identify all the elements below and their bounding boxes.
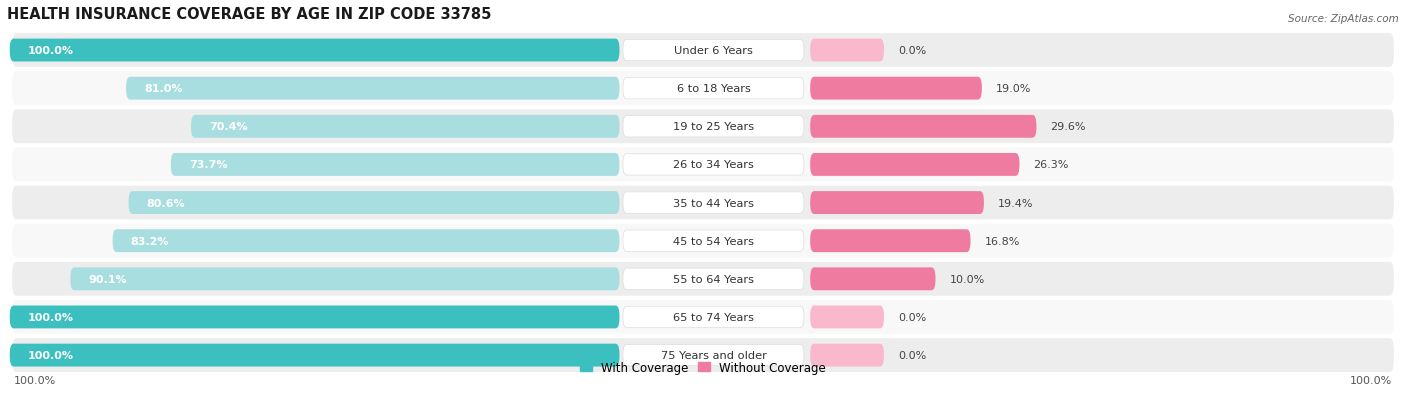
FancyBboxPatch shape [11, 71, 1395, 107]
FancyBboxPatch shape [810, 344, 884, 367]
Text: HEALTH INSURANCE COVERAGE BY AGE IN ZIP CODE 33785: HEALTH INSURANCE COVERAGE BY AGE IN ZIP … [7, 7, 491, 22]
FancyBboxPatch shape [810, 192, 984, 214]
FancyBboxPatch shape [11, 299, 1395, 335]
Text: 75 Years and older: 75 Years and older [661, 350, 766, 360]
Text: 35 to 44 Years: 35 to 44 Years [673, 198, 754, 208]
FancyBboxPatch shape [11, 33, 1395, 69]
Text: 19 to 25 Years: 19 to 25 Years [673, 122, 754, 132]
Text: 100.0%: 100.0% [1350, 375, 1392, 385]
FancyBboxPatch shape [11, 147, 1395, 183]
FancyBboxPatch shape [623, 306, 804, 328]
Text: 65 to 74 Years: 65 to 74 Years [673, 312, 754, 322]
FancyBboxPatch shape [810, 78, 981, 100]
FancyBboxPatch shape [11, 261, 1395, 297]
FancyBboxPatch shape [623, 40, 804, 62]
FancyBboxPatch shape [112, 230, 620, 252]
Text: 100.0%: 100.0% [28, 350, 75, 360]
Text: 26.3%: 26.3% [1033, 160, 1069, 170]
Text: 0.0%: 0.0% [898, 46, 927, 56]
Text: 45 to 54 Years: 45 to 54 Years [673, 236, 754, 246]
Text: 55 to 64 Years: 55 to 64 Years [673, 274, 754, 284]
FancyBboxPatch shape [623, 268, 804, 290]
FancyBboxPatch shape [70, 268, 620, 291]
FancyBboxPatch shape [11, 109, 1395, 145]
FancyBboxPatch shape [623, 344, 804, 366]
Text: 73.7%: 73.7% [188, 160, 228, 170]
Text: Source: ZipAtlas.com: Source: ZipAtlas.com [1288, 14, 1399, 24]
Text: 0.0%: 0.0% [898, 312, 927, 322]
FancyBboxPatch shape [810, 116, 1036, 138]
Text: 29.6%: 29.6% [1050, 122, 1085, 132]
FancyBboxPatch shape [11, 223, 1395, 259]
Legend: With Coverage, Without Coverage: With Coverage, Without Coverage [579, 361, 827, 374]
FancyBboxPatch shape [11, 185, 1395, 221]
FancyBboxPatch shape [810, 306, 884, 329]
FancyBboxPatch shape [623, 192, 804, 214]
Text: 80.6%: 80.6% [146, 198, 186, 208]
FancyBboxPatch shape [623, 78, 804, 100]
FancyBboxPatch shape [623, 154, 804, 176]
Text: 26 to 34 Years: 26 to 34 Years [673, 160, 754, 170]
FancyBboxPatch shape [10, 344, 620, 367]
FancyBboxPatch shape [623, 230, 804, 252]
Text: 6 to 18 Years: 6 to 18 Years [676, 84, 751, 94]
FancyBboxPatch shape [810, 40, 884, 62]
Text: 100.0%: 100.0% [28, 312, 75, 322]
FancyBboxPatch shape [810, 154, 1019, 176]
Text: 83.2%: 83.2% [131, 236, 169, 246]
Text: 100.0%: 100.0% [14, 375, 56, 385]
FancyBboxPatch shape [170, 154, 620, 176]
FancyBboxPatch shape [128, 192, 620, 214]
FancyBboxPatch shape [191, 116, 620, 138]
FancyBboxPatch shape [623, 116, 804, 138]
Text: 19.0%: 19.0% [995, 84, 1031, 94]
FancyBboxPatch shape [810, 230, 970, 252]
Text: 19.4%: 19.4% [998, 198, 1033, 208]
FancyBboxPatch shape [11, 337, 1395, 373]
Text: 70.4%: 70.4% [209, 122, 247, 132]
Text: 16.8%: 16.8% [984, 236, 1019, 246]
FancyBboxPatch shape [10, 40, 620, 62]
FancyBboxPatch shape [810, 268, 935, 291]
FancyBboxPatch shape [127, 78, 620, 100]
Text: 81.0%: 81.0% [145, 84, 183, 94]
Text: 10.0%: 10.0% [949, 274, 984, 284]
Text: 90.1%: 90.1% [89, 274, 127, 284]
Text: Under 6 Years: Under 6 Years [673, 46, 752, 56]
FancyBboxPatch shape [10, 306, 620, 329]
Text: 100.0%: 100.0% [28, 46, 75, 56]
Text: 0.0%: 0.0% [898, 350, 927, 360]
